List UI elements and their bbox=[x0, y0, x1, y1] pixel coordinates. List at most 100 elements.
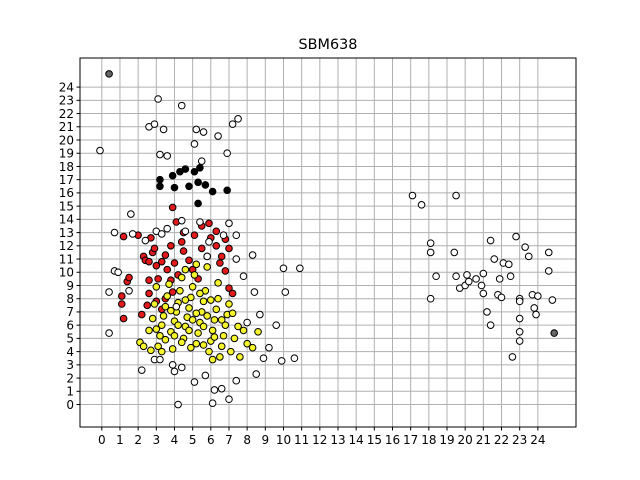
x-tick-label: 13 bbox=[330, 433, 345, 447]
white-data-point bbox=[521, 243, 529, 251]
red-data-point bbox=[212, 242, 221, 250]
white-data-point bbox=[290, 354, 299, 363]
red-data-point bbox=[125, 273, 133, 282]
yellow-data-point bbox=[219, 331, 228, 340]
white-data-point bbox=[463, 271, 471, 279]
yellow-data-point bbox=[165, 280, 173, 288]
yellow-data-point bbox=[221, 321, 230, 329]
white-data-point bbox=[248, 251, 257, 259]
y-tick-label: 2 bbox=[66, 371, 74, 385]
yellow-data-point bbox=[139, 342, 148, 351]
y-tick-label: 13 bbox=[59, 226, 74, 240]
y-tick-label: 8 bbox=[66, 292, 74, 306]
red-data-point bbox=[117, 292, 126, 300]
yellow-data-point bbox=[185, 326, 193, 335]
white-data-point bbox=[532, 310, 540, 319]
x-tick-label: 23 bbox=[512, 433, 527, 447]
yellow-data-point bbox=[161, 302, 170, 311]
chart-title: SBM638 bbox=[299, 37, 358, 53]
axes-frame bbox=[79, 57, 577, 428]
x-axis-ticks: 0 1 2 3 4 5 6 7 8 9 10 11 12 13 14 15 16 17 18 19 20 21 22 23 24 bbox=[98, 427, 545, 447]
white-data-point bbox=[96, 146, 104, 155]
white-data-point bbox=[177, 216, 186, 225]
yellow-data-point bbox=[216, 353, 224, 361]
y-tick-label: 17 bbox=[59, 173, 74, 187]
white-data-point bbox=[486, 321, 495, 329]
yellow-data-point bbox=[185, 304, 193, 312]
white-data-point bbox=[190, 140, 199, 148]
yellow-data-point bbox=[254, 327, 262, 336]
white-data-point bbox=[479, 289, 488, 298]
white-data-point bbox=[110, 228, 119, 237]
red-data-point bbox=[170, 259, 179, 267]
black-data-point bbox=[168, 171, 177, 180]
white-data-point bbox=[497, 293, 506, 302]
black-data-point bbox=[156, 175, 164, 184]
x-tick-label: 24 bbox=[530, 433, 545, 447]
yellow-data-point bbox=[159, 312, 168, 320]
white-data-point bbox=[232, 255, 241, 263]
yellow-data-point bbox=[192, 339, 201, 348]
yellow-data-point bbox=[210, 333, 219, 341]
x-tick-label: 7 bbox=[225, 433, 233, 447]
x-tick-label: 12 bbox=[312, 433, 327, 447]
white-data-point bbox=[181, 227, 190, 236]
red-data-point bbox=[168, 288, 177, 296]
yellow-data-point bbox=[147, 346, 155, 355]
white-data-point bbox=[154, 95, 162, 103]
white-data-point bbox=[163, 152, 172, 160]
y-tick-label: 22 bbox=[59, 107, 74, 121]
white-data-point bbox=[172, 302, 181, 311]
red-data-point bbox=[167, 242, 175, 250]
white-data-point bbox=[159, 125, 168, 134]
black-data-point bbox=[190, 167, 199, 176]
yellow-data-point bbox=[243, 339, 251, 348]
yellow-data-point bbox=[176, 286, 184, 295]
red-data-point bbox=[216, 259, 224, 267]
white-data-point bbox=[426, 248, 435, 257]
x-tick-label: 18 bbox=[421, 433, 436, 447]
yellow-data-point bbox=[210, 316, 219, 324]
x-tick-label: 9 bbox=[261, 433, 269, 447]
white-data-point bbox=[150, 120, 159, 128]
white-data-point bbox=[239, 272, 248, 281]
white-data-point bbox=[495, 275, 504, 283]
white-data-point bbox=[408, 191, 417, 200]
white-data-point bbox=[417, 201, 426, 209]
y-tick-label: 19 bbox=[59, 147, 74, 161]
yellow-data-point bbox=[181, 265, 190, 274]
x-tick-label: 19 bbox=[439, 433, 454, 447]
red-data-point bbox=[152, 261, 161, 270]
red-data-point bbox=[217, 252, 226, 261]
white-data-point bbox=[232, 231, 241, 240]
yellow-data-point bbox=[163, 292, 172, 300]
x-tick-label: 17 bbox=[403, 433, 418, 447]
white-data-point bbox=[201, 371, 210, 380]
black-data-point bbox=[170, 183, 179, 192]
y-tick-label: 18 bbox=[59, 160, 74, 174]
white-data-point bbox=[174, 400, 182, 409]
x-tick-label: 15 bbox=[367, 433, 382, 447]
red-data-point bbox=[157, 257, 166, 266]
x-tick-label: 11 bbox=[294, 433, 309, 447]
yellow-data-point bbox=[170, 331, 179, 340]
white-data-point bbox=[157, 230, 166, 238]
yellow-data-point bbox=[217, 342, 226, 351]
y-tick-label: 21 bbox=[59, 120, 74, 134]
white-data-point bbox=[479, 269, 488, 278]
white-data-point bbox=[452, 272, 460, 281]
yellow-data-point bbox=[187, 343, 195, 352]
x-tick-label: 22 bbox=[494, 433, 509, 447]
yellow-data-point bbox=[190, 271, 199, 279]
white-data-point bbox=[515, 297, 524, 306]
y-tick-label: 20 bbox=[59, 133, 74, 147]
yellow-data-point bbox=[192, 309, 201, 318]
white-data-point bbox=[277, 357, 286, 365]
white-data-point bbox=[156, 355, 164, 364]
white-data-point bbox=[128, 230, 137, 238]
white-data-point bbox=[223, 149, 231, 158]
y-tick-label: 3 bbox=[66, 358, 74, 372]
red-data-point bbox=[161, 251, 170, 259]
white-data-point bbox=[141, 236, 150, 245]
